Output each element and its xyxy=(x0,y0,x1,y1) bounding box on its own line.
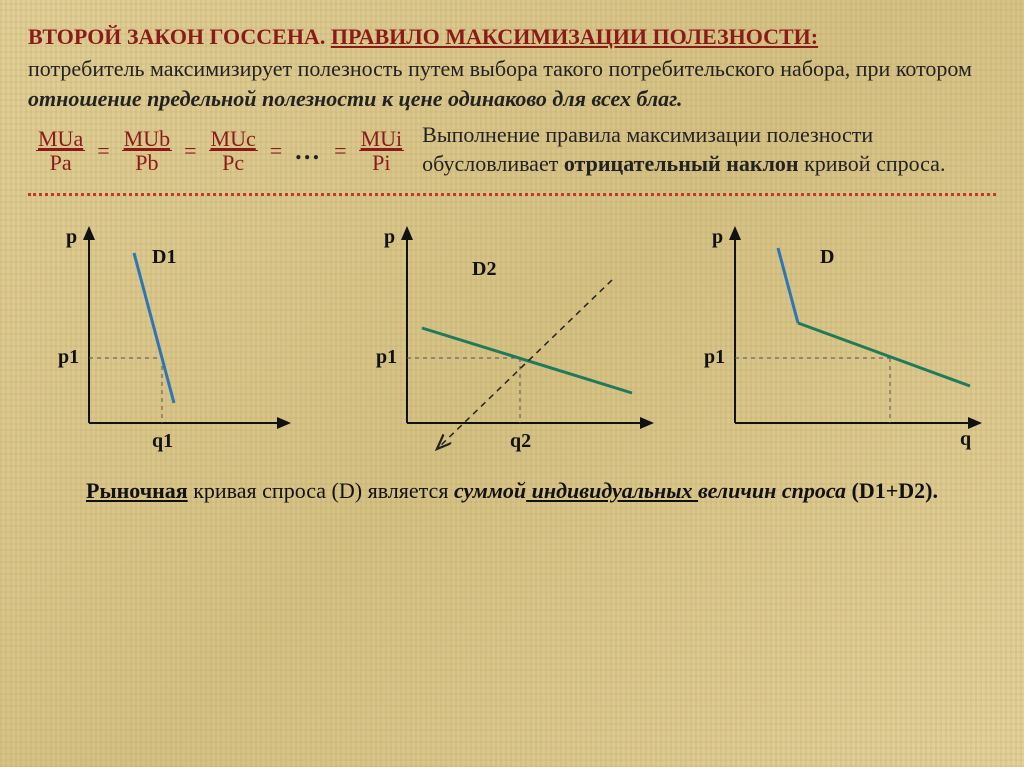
formula: MUa Pa = MUb Pb = MUc Pc = … = MUi Pi xyxy=(28,121,404,174)
c3-y-label: p xyxy=(712,226,723,249)
c2-curve-label: D2 xyxy=(472,258,496,281)
c2-y-label: p xyxy=(384,226,395,249)
c1-p1-label: p1 xyxy=(58,346,79,369)
c3-curve-label: D xyxy=(820,246,834,269)
frac-i: MUi Pi xyxy=(359,127,405,174)
c1-x-label: q1 xyxy=(152,430,173,453)
ellipsis: … xyxy=(294,136,322,166)
intro-plain: потребитель максимизирует полезность пут… xyxy=(28,56,972,81)
title-part1: ВТОРОЙ ЗАКОН ГОССЕНА. xyxy=(28,24,331,49)
c2-p1-label: p1 xyxy=(376,346,397,369)
c1-curve-label: D1 xyxy=(152,246,176,269)
chart-d2-svg xyxy=(362,208,662,468)
c3-x-label: q xyxy=(960,428,971,451)
intro-emph: отношение предельной полезности к цене о… xyxy=(28,86,683,111)
footer-text: Рыночная кривая спроса (D) является сумм… xyxy=(28,476,996,506)
side-text: Выполнение правила максимизации полезнос… xyxy=(422,121,996,178)
title: ВТОРОЙ ЗАКОН ГОССЕНА. ПРАВИЛО МАКСИМИЗАЦ… xyxy=(28,24,996,50)
intro-text: потребитель максимизирует полезность пут… xyxy=(28,54,996,113)
c3-p1-label: p1 xyxy=(704,346,725,369)
chart-d: p p1 q D xyxy=(690,208,990,468)
eq-3: = xyxy=(268,138,284,164)
chart-d1: p p1 q1 D1 xyxy=(34,208,334,468)
eq-1: = xyxy=(95,138,111,164)
eq-4: = xyxy=(332,138,348,164)
frac-a: MUa Pa xyxy=(36,127,85,174)
dotted-divider xyxy=(28,193,996,196)
c1-y-label: p xyxy=(66,226,77,249)
frac-c: MUc Pc xyxy=(209,127,258,174)
c2-x-label: q2 xyxy=(510,430,531,453)
charts-row: p p1 q1 D1 p p1 q2 D2 xyxy=(28,204,996,468)
eq-2: = xyxy=(182,138,198,164)
chart-d2: p p1 q2 D2 xyxy=(362,208,662,468)
chart-d1-svg xyxy=(34,208,334,468)
mid-row: MUa Pa = MUb Pb = MUc Pc = … = MUi Pi Вы… xyxy=(28,121,996,178)
chart-d-svg xyxy=(690,208,990,468)
frac-b: MUb Pb xyxy=(122,127,172,174)
title-part2: ПРАВИЛО МАКСИМИЗАЦИИ ПОЛЕЗНОСТИ: xyxy=(331,24,818,49)
